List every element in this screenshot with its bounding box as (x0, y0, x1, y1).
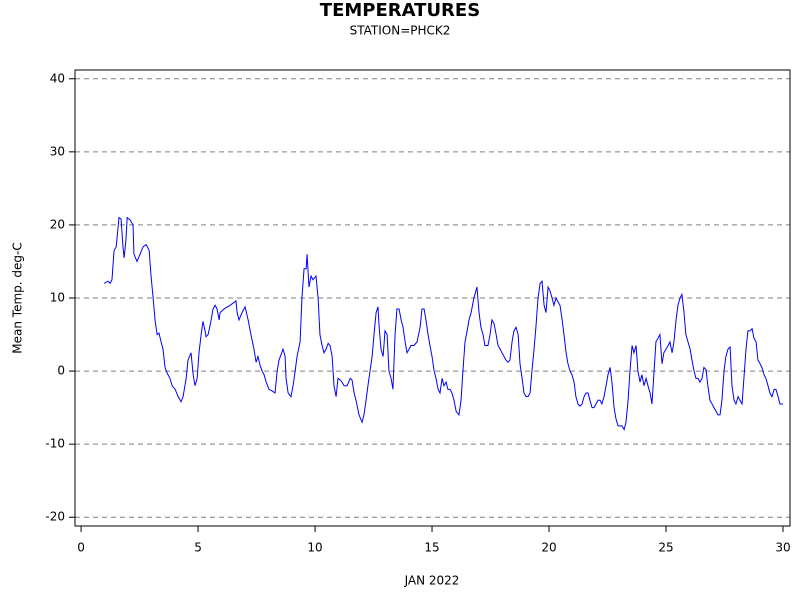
chart-subtitle: STATION=PHCK2 (350, 24, 451, 38)
x-tick-label: 0 (77, 541, 85, 555)
x-tick-label: 15 (424, 541, 439, 555)
x-tick-label: 30 (775, 541, 790, 555)
y-tick-label: 30 (50, 144, 65, 158)
x-tick-label: 10 (307, 541, 322, 555)
temperature-line (103, 216, 783, 431)
x-tick-label: 25 (658, 541, 673, 555)
y-tick-label: 0 (57, 364, 65, 378)
y-tick-label: 20 (50, 217, 65, 231)
plot-frame (74, 69, 791, 527)
y-tick-label: -20 (45, 510, 65, 524)
chart-title: TEMPERATURES (320, 0, 480, 21)
x-tick-label: 5 (194, 541, 202, 555)
y-tick-label: -10 (45, 437, 65, 451)
y-tick-label: 40 (50, 71, 65, 85)
x-axis-label: JAN 2022 (404, 574, 460, 588)
y-axis-label: Mean Temp. deg-C (11, 242, 25, 353)
y-tick-label: 10 (50, 291, 65, 305)
x-tick-label: 20 (541, 541, 556, 555)
